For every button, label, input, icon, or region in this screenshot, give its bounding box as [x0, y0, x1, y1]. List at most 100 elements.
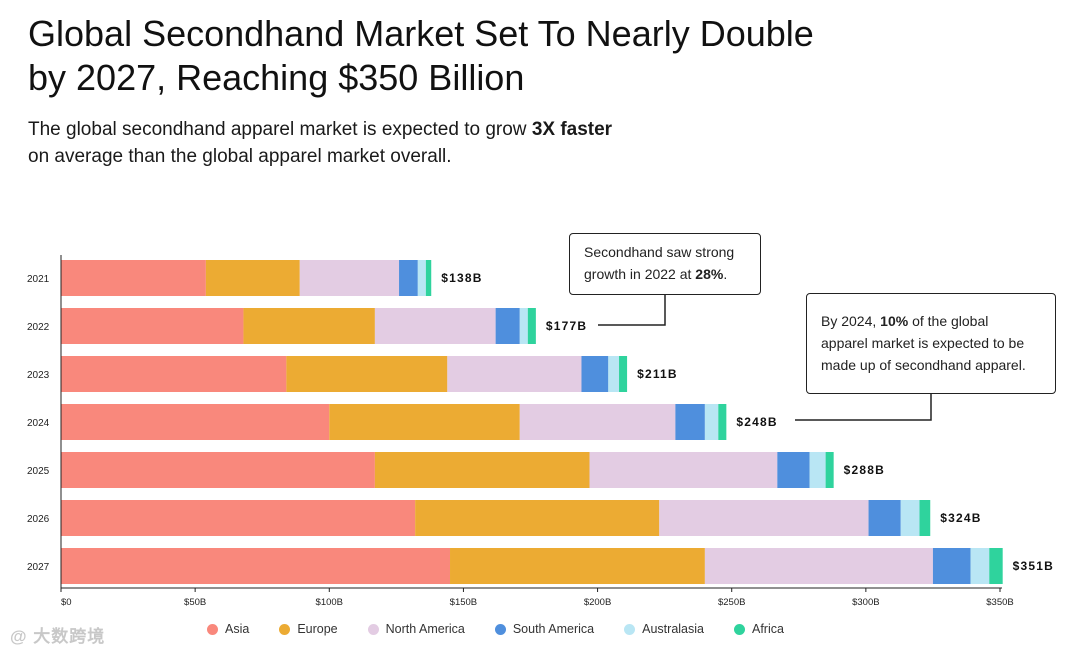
- legend-item-south-america: South America: [494, 622, 595, 636]
- callout-2-line-2: apparel market is expected to be: [821, 335, 1025, 351]
- bar-2022-europe: [243, 308, 375, 344]
- legend-swatch: [624, 623, 636, 635]
- data-label-total-2021: $138B: [441, 271, 482, 285]
- bar-2022-africa: [527, 308, 536, 344]
- x-tick-label-100: $100B: [316, 597, 343, 608]
- x-tick-label-350: $350B: [986, 597, 1013, 608]
- bar-2021-europe: [205, 260, 300, 296]
- legend-item-north-america: North America: [367, 622, 465, 636]
- bar-2027-south-america: [932, 548, 971, 584]
- bar-2024-europe: [329, 404, 520, 440]
- callout-1-leader-line: [598, 295, 666, 326]
- bar-2022-asia: [61, 308, 244, 344]
- x-tick-label-200: $200B: [584, 597, 611, 608]
- data-label-total-2026: $324B: [940, 511, 981, 525]
- x-tick-label-250: $250B: [718, 597, 745, 608]
- bar-2021-australasia: [417, 260, 426, 296]
- legend-item-asia: Asia: [207, 622, 249, 636]
- x-tick-label-0: $0: [61, 597, 72, 608]
- bar-2025-asia: [61, 452, 375, 488]
- callout-1-line-2-post: .: [723, 266, 728, 282]
- data-label-total-2023: $211B: [637, 367, 678, 381]
- callout-1-highlight: 28%: [695, 266, 724, 282]
- bar-2023-africa: [619, 356, 628, 392]
- legend-item-europe: Europe: [279, 622, 338, 636]
- bar-2025-africa: [825, 452, 834, 488]
- bar-2025-north-america: [589, 452, 778, 488]
- callout-2024-share: By 2024, 10% of the global apparel marke…: [806, 293, 1056, 394]
- bar-2027-australasia: [970, 548, 990, 584]
- bar-2022-north-america: [374, 308, 496, 344]
- chart-legend: Asia Europe North America South America Aust…: [207, 622, 814, 636]
- chart-subtitle: The global secondhand apparel market is …: [28, 116, 748, 170]
- bar-2021-south-america: [399, 260, 418, 296]
- legend-swatch: [733, 623, 745, 635]
- bar-2027-africa: [989, 548, 1003, 584]
- chart-title: Global Secondhand Market Set To Nearly D…: [28, 12, 928, 100]
- legend-label: Asia: [225, 622, 250, 636]
- bar-2027-europe: [450, 548, 705, 584]
- legend-swatch: [494, 623, 506, 635]
- bar-2026-asia: [61, 500, 416, 536]
- bar-2023-europe: [286, 356, 448, 392]
- y-tick-label-2027: 2027: [27, 562, 50, 573]
- bar-2026-africa: [919, 500, 931, 536]
- legend-item-africa: Africa: [733, 622, 784, 636]
- bar-2025-europe: [374, 452, 590, 488]
- bar-2022-australasia: [519, 308, 528, 344]
- bar-2023-asia: [61, 356, 287, 392]
- callout-2-highlight: 10%: [880, 313, 909, 329]
- callout-2022-growth: Secondhand saw strong growth in 2022 at …: [569, 233, 761, 295]
- y-tick-label-2023: 2023: [27, 370, 50, 381]
- y-tick-label-2024: 2024: [27, 418, 50, 429]
- y-tick-label-2021: 2021: [27, 274, 50, 285]
- bar-2024-north-america: [519, 404, 676, 440]
- bar-2026-north-america: [659, 500, 869, 536]
- bar-2024-africa: [718, 404, 727, 440]
- bar-2024-south-america: [675, 404, 705, 440]
- callout-1-line-2-pre: growth in 2022 at: [584, 266, 696, 282]
- legend-label: South America: [512, 622, 595, 636]
- y-tick-label-2026: 2026: [27, 514, 50, 525]
- data-label-total-2024: $248B: [736, 415, 777, 429]
- legend-swatch: [367, 623, 379, 635]
- callout-2-line-1-pre: By 2024,: [821, 313, 881, 329]
- legend-item-australasia: Australasia: [624, 622, 704, 636]
- title-line-2: by 2027, Reaching $350 Billion: [28, 57, 525, 98]
- bar-2023-australasia: [608, 356, 620, 392]
- legend-swatch: [279, 623, 291, 635]
- bar-2025-south-america: [777, 452, 810, 488]
- bar-2026-australasia: [900, 500, 920, 536]
- bar-2027-north-america: [704, 548, 933, 584]
- callout-2-line-1-post: of the global: [908, 313, 989, 329]
- x-tick-label-50: $50B: [184, 597, 206, 608]
- bar-2021-asia: [61, 260, 206, 296]
- callout-1-line-1: Secondhand saw strong: [584, 244, 735, 260]
- callout-2-line-3: made up of secondhand apparel.: [821, 357, 1026, 373]
- legend-label: North America: [385, 622, 465, 636]
- bar-2022-south-america: [495, 308, 520, 344]
- x-tick-label-150: $150B: [450, 597, 477, 608]
- bar-2026-south-america: [868, 500, 901, 536]
- y-tick-label-2025: 2025: [27, 466, 50, 477]
- subtitle-emphasis: 3X faster: [531, 119, 613, 140]
- data-label-total-2027: $351B: [1013, 559, 1054, 573]
- bar-2021-north-america: [299, 260, 400, 296]
- callout-2-leader-line: [795, 394, 932, 421]
- bar-2023-north-america: [447, 356, 582, 392]
- legend-label: Australasia: [642, 622, 704, 636]
- legend-label: Africa: [751, 622, 784, 636]
- data-label-total-2022: $177B: [546, 319, 587, 333]
- bar-2021-africa: [425, 260, 432, 296]
- x-tick-label-300: $300B: [852, 597, 879, 608]
- title-line-1: Global Secondhand Market Set To Nearly D…: [28, 13, 814, 54]
- legend-swatch: [207, 623, 218, 635]
- bar-2024-asia: [61, 404, 330, 440]
- subtitle-text-pre: The global secondhand apparel market is …: [28, 119, 532, 140]
- bar-2027-asia: [61, 548, 451, 584]
- data-label-total-2025: $288B: [844, 463, 885, 477]
- watermark-logo: @ 大数跨境: [10, 627, 106, 646]
- legend-label: Europe: [297, 622, 338, 636]
- bar-2026-europe: [415, 500, 660, 536]
- subtitle-text-post: on average than the global apparel marke…: [28, 146, 452, 167]
